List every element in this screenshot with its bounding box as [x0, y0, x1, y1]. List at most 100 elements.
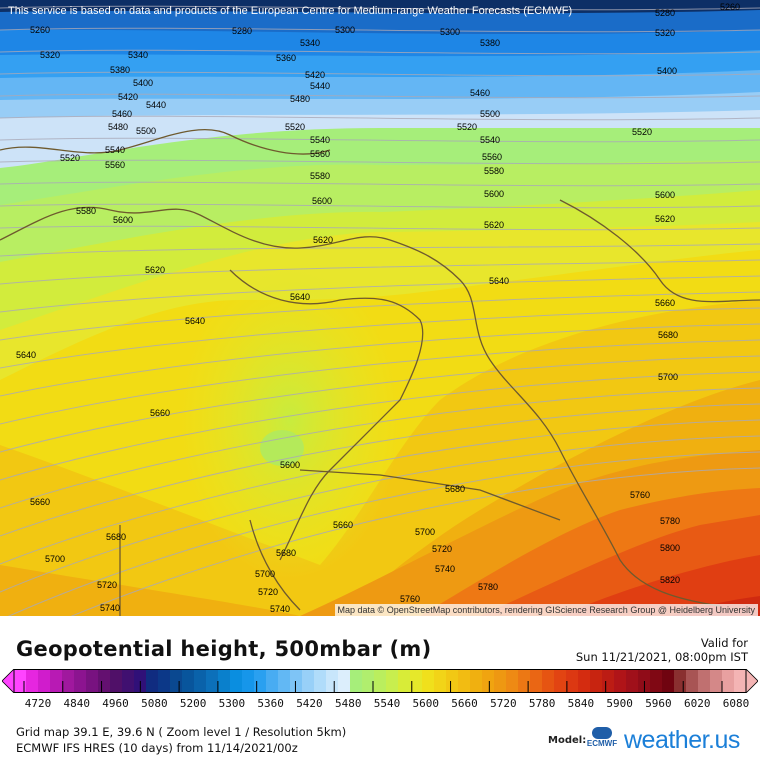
legend-swatch — [470, 669, 483, 693]
legend-swatch — [422, 669, 435, 693]
legend-border — [13, 669, 747, 693]
valid-time: Valid for Sun 11/21/2021, 08:00pm IST — [576, 636, 748, 664]
legend-swatch — [686, 669, 699, 693]
contour-label: 5600 — [312, 196, 332, 206]
contour-label: 5580 — [310, 171, 330, 181]
contour-label: 5620 — [484, 220, 504, 230]
model-info: ECMWF IFS HRES (10 days) from 11/14/2021… — [16, 741, 298, 755]
legend-swatch — [170, 669, 183, 693]
legend-swatch — [230, 669, 243, 693]
contour-label: 5560 — [105, 160, 125, 170]
contour-label: 5440 — [146, 100, 166, 110]
legend-tick-label: 5600 — [412, 697, 440, 710]
legend-swatch — [734, 669, 747, 693]
color-legend — [2, 669, 758, 693]
legend-swatch — [86, 669, 99, 693]
contour-label: 5560 — [482, 152, 502, 162]
valid-datetime: Sun 11/21/2021, 08:00pm IST — [575, 650, 748, 664]
legend-swatch — [290, 669, 303, 693]
country-borders — [0, 128, 760, 616]
contour-label: 5780 — [478, 582, 498, 592]
contour-line — [0, 137, 760, 143]
legend-swatch — [38, 669, 51, 693]
contour-label: 5600 — [280, 460, 300, 470]
legend-tick-label: 5720 — [490, 697, 517, 710]
legend-tick-label: 5780 — [528, 697, 556, 710]
contour-label: 5720 — [258, 587, 278, 597]
contour-label: 5500 — [480, 109, 500, 119]
contour-label: 5540 — [105, 145, 125, 155]
legend-swatch — [62, 669, 75, 693]
contour-label: 5540 — [480, 135, 500, 145]
contour-label: 5500 — [136, 126, 156, 136]
weather-us-logo[interactable]: weather.us — [624, 726, 740, 754]
contour-line — [0, 243, 760, 257]
legend-swatch — [278, 669, 291, 693]
legend-swatch — [566, 669, 579, 693]
legend-swatch — [182, 669, 195, 693]
contour-line — [0, 71, 760, 77]
contour-label: 5640 — [185, 316, 205, 326]
contour-label: 5700 — [255, 569, 275, 579]
legend-tick-label: 6020 — [683, 697, 711, 710]
contour-label: 5780 — [660, 516, 680, 526]
contour-label: 5640 — [489, 276, 509, 286]
legend-tick-label: 5300 — [218, 697, 246, 710]
contour-line — [0, 159, 760, 165]
legend-swatch — [266, 669, 279, 693]
map-attribution[interactable]: Map data © OpenStreetMap contributors, r… — [334, 604, 758, 616]
contour-label: 5320 — [655, 28, 675, 38]
legend-swatch — [74, 669, 87, 693]
contour-label: 5600 — [655, 190, 675, 200]
legend-swatch — [590, 669, 603, 693]
contour-line — [0, 225, 760, 231]
legend-tick-label: 4720 — [24, 697, 52, 710]
legend-swatch — [242, 669, 255, 693]
legend-swatch — [146, 669, 159, 693]
contour-labels: 5260 5260 5280 5280 5300 5300 5320 5320 5340 5340… — [16, 2, 740, 614]
contour-label: 5460 — [470, 88, 490, 98]
contour-line — [0, 307, 760, 369]
contour-label: 5680 — [445, 484, 465, 494]
geopotential-map[interactable]: 5260 5260 5280 5280 5300 5300 5320 5320 5340 5340… — [0, 0, 760, 616]
legend-arrow-right — [745, 669, 758, 693]
contour-label: 5520 — [457, 122, 477, 132]
legend-swatch — [674, 669, 687, 693]
contour-line — [0, 5, 760, 11]
legend-swatch — [14, 669, 27, 693]
contour-label: 5580 — [76, 206, 96, 216]
legend-tick-label: 4960 — [102, 697, 129, 710]
map-info: Grid map 39.1 E, 39.6 N ( Zoom level 1 /… — [16, 724, 346, 756]
contour-line — [0, 403, 760, 537]
contour-label: 5520 — [632, 127, 652, 137]
legend-swatch — [218, 669, 231, 693]
ecmwf-logo[interactable]: ECMWF — [584, 727, 620, 748]
legend-swatch — [506, 669, 519, 693]
contour-label: 5520 — [60, 153, 80, 163]
legend-swatch — [518, 669, 531, 693]
legend-swatch — [626, 669, 639, 693]
contour-label: 5740 — [100, 603, 120, 613]
contour-label: 5260 — [30, 25, 50, 35]
contour-label: 5820 — [660, 575, 680, 585]
contour-line — [0, 275, 760, 313]
legend-swatch — [458, 669, 471, 693]
legend-swatch — [338, 669, 351, 693]
legend-tick-label: 5900 — [606, 697, 633, 710]
contour-label: 5680 — [658, 330, 678, 340]
contour-label: 5540 — [310, 135, 330, 145]
legend-swatch — [482, 669, 495, 693]
legend-swatch — [578, 669, 591, 693]
height-band — [560, 555, 760, 616]
legend-tick-label: 5540 — [373, 697, 401, 710]
contour-label: 5340 — [300, 38, 320, 48]
contour-label: 5720 — [432, 544, 452, 554]
contour-label: 5620 — [655, 214, 675, 224]
height-low-region — [180, 260, 400, 580]
contour-label: 5480 — [290, 94, 310, 104]
contour-label: 5420 — [118, 92, 138, 102]
contour-label: 5460 — [112, 109, 132, 119]
legend-swatch — [26, 669, 39, 693]
contour-label: 5400 — [657, 66, 677, 76]
legend-swatch — [410, 669, 423, 693]
